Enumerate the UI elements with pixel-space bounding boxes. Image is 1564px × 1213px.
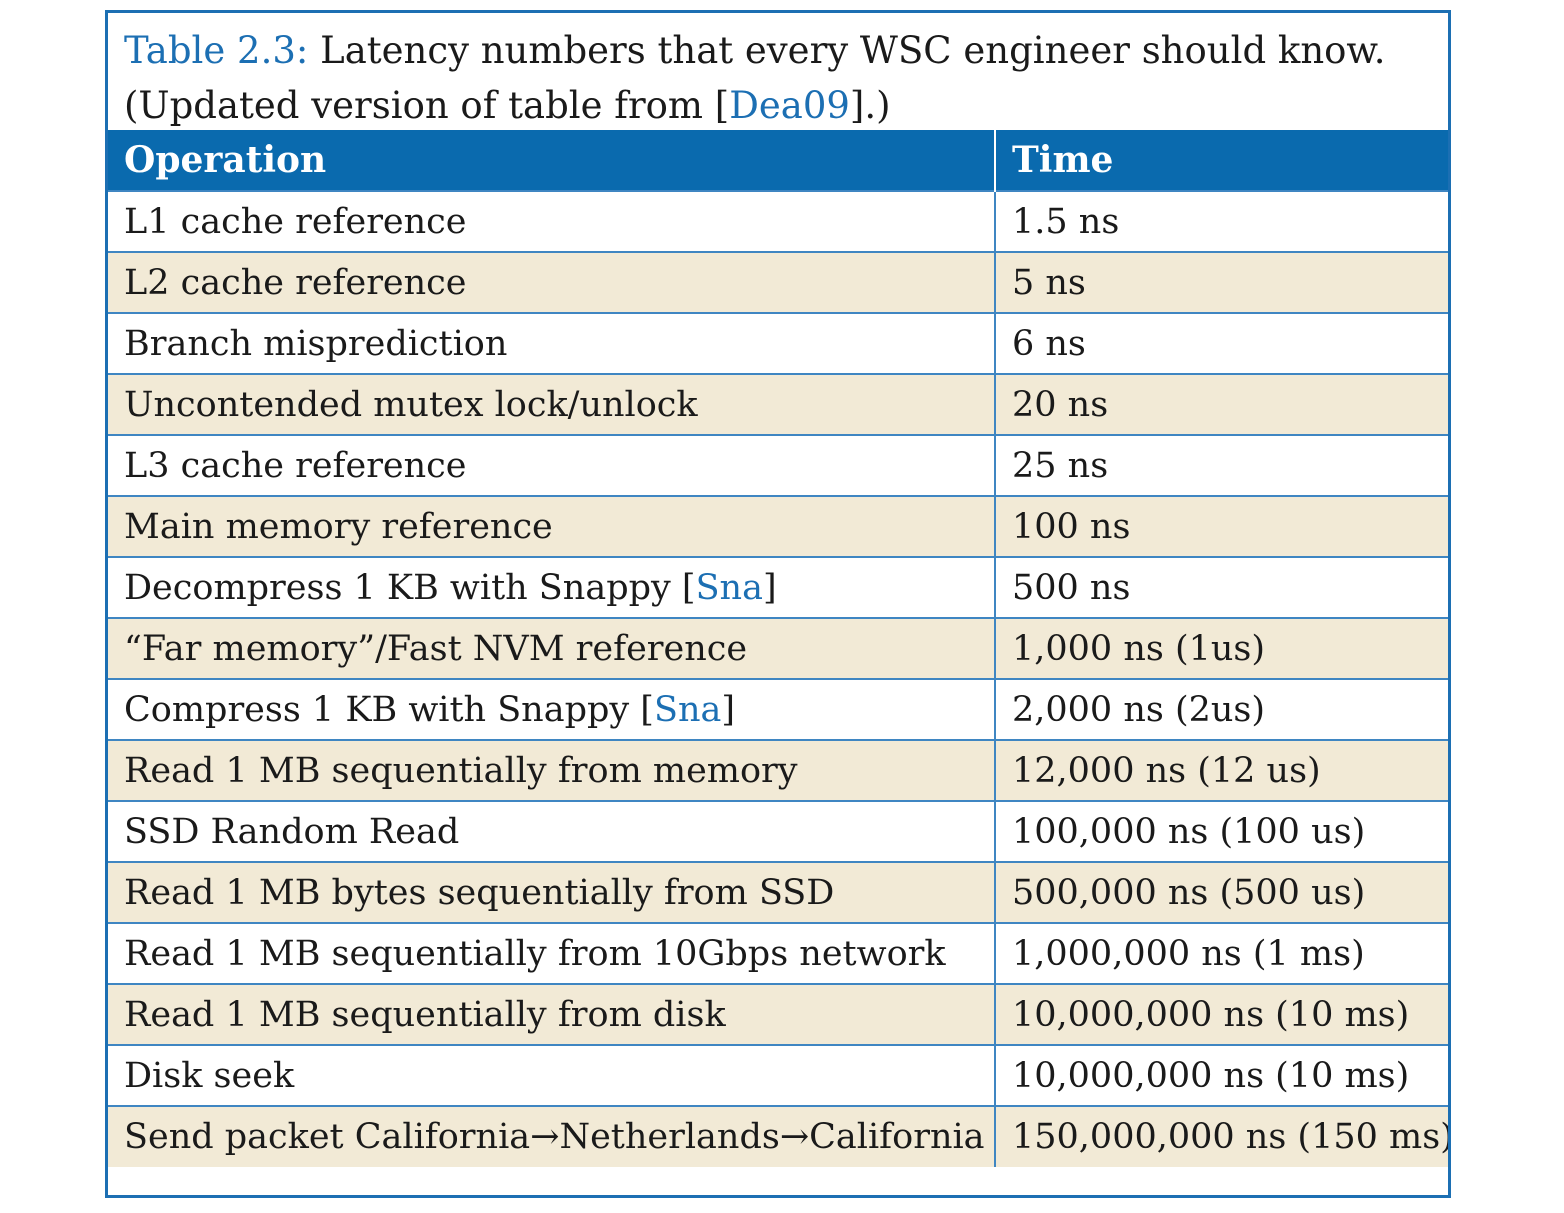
citation-link[interactable]: Sna — [653, 689, 722, 730]
table-row: Branch misprediction 6 ns — [108, 312, 1448, 374]
time-cell: 500,000 ns (500 us) — [995, 861, 1448, 923]
operation-cell: L2 cache reference — [108, 251, 996, 313]
operation-text: L2 cache reference — [124, 262, 467, 303]
operation-text: Disk seek — [124, 1055, 295, 1096]
operation-text: Compress 1 KB with Snappy [ — [124, 689, 654, 730]
operation-text-end: ] — [721, 689, 736, 730]
operation-text-end: ] — [762, 567, 777, 608]
operation-cell: Branch misprediction — [108, 312, 996, 374]
time-cell: 5 ns — [995, 251, 1448, 313]
operation-cell: Decompress 1 KB with Snappy [Sna] — [108, 556, 996, 618]
table-row: Uncontended mutex lock/unlock 20 ns — [108, 373, 1448, 435]
table-row: Decompress 1 KB with Snappy [Sna] 500 ns — [108, 556, 1448, 618]
table-row: Disk seek 10,000,000 ns (10 ms) — [108, 1044, 1448, 1106]
latency-table: Operation Time L1 cache reference 1.5 ns… — [108, 130, 1448, 1167]
operation-text: Read 1 MB sequentially from disk — [124, 994, 726, 1035]
caption-text-end: ].) — [849, 84, 891, 127]
caption-text: Latency numbers that every WSC engineer … — [124, 29, 1386, 127]
time-cell: 1,000 ns (1us) — [995, 617, 1448, 679]
caption-label: Table 2.3: — [124, 29, 309, 72]
operation-text: SSD Random Read — [124, 811, 460, 852]
operation-text: Read 1 MB bytes sequentially from SSD — [124, 872, 835, 913]
table-row: Read 1 MB bytes sequentially from SSD 50… — [108, 861, 1448, 923]
time-cell: 20 ns — [995, 373, 1448, 435]
latency-table-frame: Table 2.3: Latency numbers that every WS… — [105, 10, 1451, 1198]
table-row: Read 1 MB sequentially from 10Gbps netwo… — [108, 922, 1448, 984]
caption-citation-link[interactable]: Dea09 — [729, 84, 850, 127]
operation-text: Uncontended mutex lock/unlock — [124, 384, 698, 425]
time-cell: 150,000,000 ns (150 ms) — [995, 1105, 1448, 1167]
table-row: Compress 1 KB with Snappy [Sna] 2,000 ns… — [108, 678, 1448, 740]
operation-cell: L1 cache reference — [108, 190, 996, 252]
operation-text: L1 cache reference — [124, 201, 467, 242]
operation-text: Branch misprediction — [124, 323, 508, 364]
table-row: L3 cache reference 25 ns — [108, 434, 1448, 496]
time-cell: 10,000,000 ns (10 ms) — [995, 1044, 1448, 1106]
time-cell: 6 ns — [995, 312, 1448, 374]
table-body: L1 cache reference 1.5 ns L2 cache refer… — [108, 190, 1448, 1167]
time-cell: 12,000 ns (12 us) — [995, 739, 1448, 801]
operation-text: Send packet California→Netherlands→Calif… — [124, 1117, 985, 1157]
table-row: L2 cache reference 5 ns — [108, 251, 1448, 313]
operation-text: Main memory reference — [124, 506, 553, 547]
operation-text: “Far memory”/Fast NVM reference — [124, 628, 748, 669]
citation-link[interactable]: Sna — [695, 567, 763, 608]
table-row: Read 1 MB sequentially from disk 10,000,… — [108, 983, 1448, 1045]
operation-cell: Read 1 MB sequentially from memory — [108, 739, 996, 801]
table-row: Main memory reference 100 ns — [108, 495, 1448, 557]
operation-cell: L3 cache reference — [108, 434, 996, 496]
operation-cell: SSD Random Read — [108, 800, 996, 862]
operation-cell: Send packet California→Netherlands→Calif… — [108, 1105, 996, 1167]
operation-cell: Uncontended mutex lock/unlock — [108, 373, 996, 435]
time-cell: 1,000,000 ns (1 ms) — [995, 922, 1448, 984]
header-time: Time — [995, 130, 1448, 191]
operation-cell: Read 1 MB bytes sequentially from SSD — [108, 861, 996, 923]
header-operation: Operation — [108, 130, 996, 191]
operation-text: Decompress 1 KB with Snappy [ — [124, 567, 696, 608]
time-cell: 1.5 ns — [995, 190, 1448, 252]
operation-cell: Read 1 MB sequentially from 10Gbps netwo… — [108, 922, 996, 984]
operation-cell: Compress 1 KB with Snappy [Sna] — [108, 678, 996, 740]
time-cell: 500 ns — [995, 556, 1448, 618]
time-cell: 25 ns — [995, 434, 1448, 496]
operation-text: Read 1 MB sequentially from 10Gbps netwo… — [124, 933, 946, 974]
operation-cell: Read 1 MB sequentially from disk — [108, 983, 996, 1045]
time-cell: 10,000,000 ns (10 ms) — [995, 983, 1448, 1045]
operation-cell: Main memory reference — [108, 495, 996, 557]
operation-text: Read 1 MB sequentially from memory — [124, 750, 798, 791]
table-header-row: Operation Time — [108, 130, 1448, 191]
table-caption: Table 2.3: Latency numbers that every WS… — [108, 13, 1448, 130]
time-cell: 100,000 ns (100 us) — [995, 800, 1448, 862]
operation-cell: Disk seek — [108, 1044, 996, 1106]
table-row: L1 cache reference 1.5 ns — [108, 190, 1448, 252]
operation-cell: “Far memory”/Fast NVM reference — [108, 617, 996, 679]
time-cell: 100 ns — [995, 495, 1448, 557]
table-row: Read 1 MB sequentially from memory 12,00… — [108, 739, 1448, 801]
table-row: SSD Random Read 100,000 ns (100 us) — [108, 800, 1448, 862]
table-row: Send packet California→Netherlands→Calif… — [108, 1105, 1448, 1167]
operation-text: L3 cache reference — [124, 445, 467, 486]
table-row: “Far memory”/Fast NVM reference 1,000 ns… — [108, 617, 1448, 679]
time-cell: 2,000 ns (2us) — [995, 678, 1448, 740]
